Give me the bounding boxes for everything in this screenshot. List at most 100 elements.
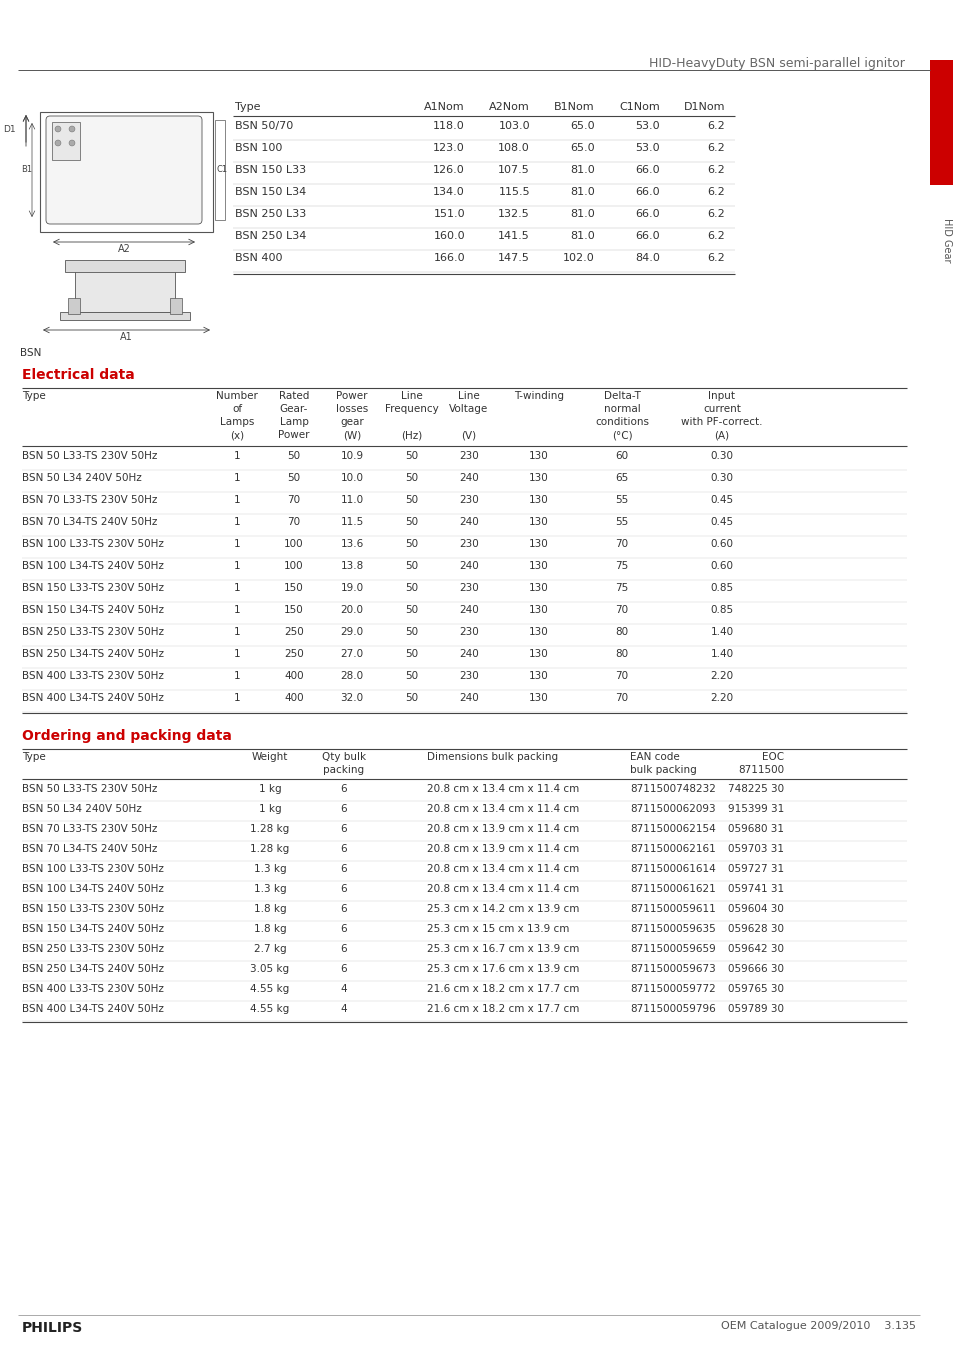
Text: 50: 50 (405, 562, 418, 571)
Circle shape (55, 126, 61, 132)
Text: normal: normal (603, 404, 639, 414)
Circle shape (55, 140, 61, 146)
Text: 059604 30: 059604 30 (727, 904, 783, 914)
Text: 2.20: 2.20 (710, 671, 733, 680)
FancyBboxPatch shape (46, 116, 202, 224)
Text: 20.8 cm x 13.9 cm x 11.4 cm: 20.8 cm x 13.9 cm x 11.4 cm (427, 844, 578, 855)
Text: 25.3 cm x 16.7 cm x 13.9 cm: 25.3 cm x 16.7 cm x 13.9 cm (427, 944, 578, 954)
Text: 059680 31: 059680 31 (727, 824, 783, 834)
Text: BSN 150 L34: BSN 150 L34 (234, 188, 306, 197)
Text: Line: Line (457, 392, 479, 401)
Text: (A): (A) (714, 431, 729, 440)
Text: (V): (V) (461, 431, 476, 440)
Text: 50: 50 (405, 495, 418, 505)
Text: 50: 50 (405, 472, 418, 483)
Text: 130: 130 (529, 626, 548, 637)
Text: 134.0: 134.0 (433, 188, 464, 197)
Text: Ordering and packing data: Ordering and packing data (22, 729, 232, 742)
Text: 50: 50 (405, 539, 418, 549)
Text: 4: 4 (340, 1004, 347, 1014)
Text: 915399 31: 915399 31 (727, 805, 783, 814)
Text: 8711500062161: 8711500062161 (629, 844, 715, 855)
Text: 8711500748232: 8711500748232 (629, 784, 715, 794)
Text: 8711500059659: 8711500059659 (629, 944, 715, 954)
Text: B1Nom: B1Nom (554, 103, 595, 112)
Text: 150: 150 (284, 605, 304, 616)
Text: EAN code: EAN code (629, 752, 679, 761)
Text: 1.40: 1.40 (710, 626, 733, 637)
Text: BSN 400 L34-TS 240V 50Hz: BSN 400 L34-TS 240V 50Hz (22, 693, 164, 703)
Text: 6: 6 (340, 944, 347, 954)
Text: 130: 130 (529, 693, 548, 703)
Text: Delta-T: Delta-T (603, 392, 639, 401)
Text: 2.7 kg: 2.7 kg (253, 944, 286, 954)
Text: 66.0: 66.0 (635, 165, 659, 176)
Text: 8711500062154: 8711500062154 (629, 824, 715, 834)
Text: 147.5: 147.5 (497, 252, 530, 263)
Text: BSN 50 L34 240V 50Hz: BSN 50 L34 240V 50Hz (22, 472, 142, 483)
Text: 8711500059772: 8711500059772 (629, 984, 715, 994)
Text: 6.2: 6.2 (706, 209, 724, 219)
Text: 0.30: 0.30 (710, 472, 733, 483)
Text: HID Gear: HID Gear (941, 217, 951, 262)
Text: A2: A2 (117, 244, 131, 254)
Text: 1.8 kg: 1.8 kg (253, 923, 286, 934)
Text: 250: 250 (284, 649, 304, 659)
Text: 100: 100 (284, 562, 303, 571)
Text: 20.0: 20.0 (340, 605, 363, 616)
Text: Type: Type (22, 752, 46, 761)
Text: 8711500061621: 8711500061621 (629, 884, 715, 894)
Text: BSN 250 L33: BSN 250 L33 (234, 209, 306, 219)
Text: 130: 130 (529, 451, 548, 460)
Text: 1.28 kg: 1.28 kg (250, 844, 290, 855)
Text: BSN 250 L34: BSN 250 L34 (234, 231, 306, 242)
Text: 50: 50 (405, 583, 418, 593)
Text: 126.0: 126.0 (433, 165, 464, 176)
Bar (170, 298, 182, 315)
Text: 059789 30: 059789 30 (727, 1004, 783, 1014)
Text: current: current (702, 404, 740, 414)
Text: T-winding: T-winding (514, 392, 563, 401)
Text: 059666 30: 059666 30 (727, 964, 783, 973)
Text: 100: 100 (284, 539, 303, 549)
Text: 1: 1 (233, 517, 240, 526)
Text: 20.8 cm x 13.4 cm x 11.4 cm: 20.8 cm x 13.4 cm x 11.4 cm (427, 864, 578, 873)
Text: 55: 55 (615, 517, 628, 526)
Text: Input: Input (708, 392, 735, 401)
Text: 230: 230 (458, 671, 478, 680)
Text: 1.3 kg: 1.3 kg (253, 884, 286, 894)
Text: 6.2: 6.2 (706, 143, 724, 153)
Text: 240: 240 (458, 472, 478, 483)
Text: BSN 50/70: BSN 50/70 (234, 122, 293, 131)
Text: 230: 230 (458, 451, 478, 460)
Text: 70: 70 (287, 517, 300, 526)
Text: 1.3 kg: 1.3 kg (253, 864, 286, 873)
Text: 130: 130 (529, 583, 548, 593)
Text: Lamps: Lamps (219, 417, 253, 427)
Text: 059765 30: 059765 30 (727, 984, 783, 994)
Text: BSN 100 L33-TS 230V 50Hz: BSN 100 L33-TS 230V 50Hz (22, 539, 164, 549)
Text: 50: 50 (287, 472, 300, 483)
Text: 141.5: 141.5 (497, 231, 530, 242)
Text: Qty bulk: Qty bulk (321, 752, 366, 761)
Text: HID-HeavyDuty BSN semi-parallel ignitor: HID-HeavyDuty BSN semi-parallel ignitor (648, 57, 904, 70)
Text: 8711500059796: 8711500059796 (629, 1004, 715, 1014)
Text: 1: 1 (233, 451, 240, 460)
Text: 1 kg: 1 kg (258, 805, 281, 814)
Circle shape (69, 140, 75, 146)
Text: BSN 400: BSN 400 (234, 252, 282, 263)
Text: 8711500: 8711500 (737, 765, 783, 775)
Text: 4.55 kg: 4.55 kg (250, 984, 290, 994)
Text: 4.55 kg: 4.55 kg (250, 1004, 290, 1014)
Text: BSN 400 L33-TS 230V 50Hz: BSN 400 L33-TS 230V 50Hz (22, 671, 164, 680)
Text: Number: Number (215, 392, 257, 401)
Text: BSN 50 L33-TS 230V 50Hz: BSN 50 L33-TS 230V 50Hz (22, 784, 157, 794)
Text: PHILIPS: PHILIPS (22, 1322, 83, 1335)
Bar (214, 120, 225, 220)
Text: BSN 70 L34-TS 240V 50Hz: BSN 70 L34-TS 240V 50Hz (22, 517, 157, 526)
Text: 1: 1 (233, 562, 240, 571)
Text: 1.40: 1.40 (710, 649, 733, 659)
Text: Rated: Rated (278, 392, 309, 401)
Text: 70: 70 (615, 539, 628, 549)
Text: 230: 230 (458, 583, 478, 593)
